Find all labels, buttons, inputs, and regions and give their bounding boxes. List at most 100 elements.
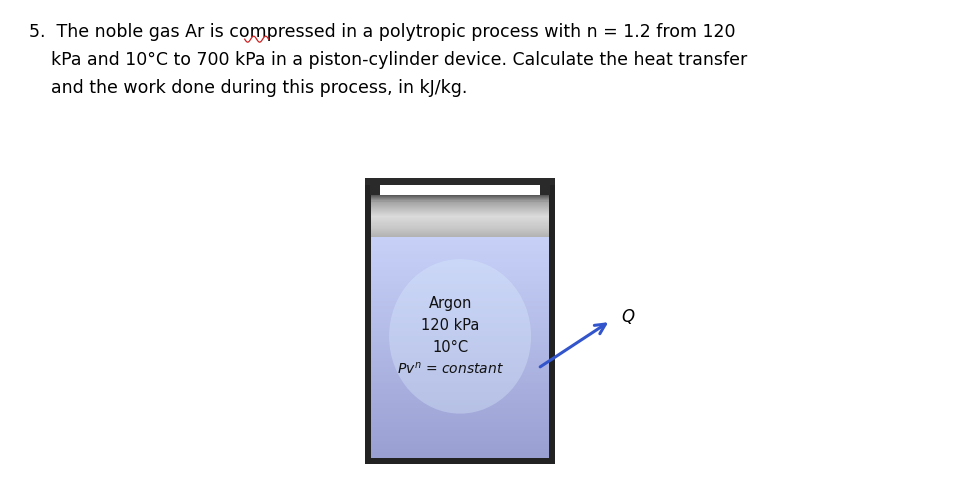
Bar xyxy=(371,345,548,347)
Bar xyxy=(371,199,548,200)
Bar xyxy=(371,217,548,218)
Bar xyxy=(371,366,548,369)
Bar xyxy=(371,225,548,226)
Bar xyxy=(371,452,548,455)
Bar xyxy=(371,383,548,386)
Bar xyxy=(371,408,548,411)
Bar xyxy=(371,236,548,237)
Bar xyxy=(371,449,548,452)
Bar xyxy=(371,201,548,202)
Bar xyxy=(371,303,548,306)
Bar xyxy=(371,267,548,270)
Bar xyxy=(371,210,548,211)
Bar xyxy=(371,331,548,334)
Bar xyxy=(371,369,548,372)
Bar xyxy=(371,311,548,314)
Bar xyxy=(371,251,548,254)
Text: Argon: Argon xyxy=(429,296,471,311)
Bar xyxy=(371,262,548,264)
Bar xyxy=(371,243,548,245)
Bar xyxy=(371,359,548,361)
Bar xyxy=(371,430,548,433)
Bar xyxy=(371,279,548,281)
Text: and the work done during this process, in kJ/kg.: and the work done during this process, i… xyxy=(29,79,468,97)
Bar xyxy=(371,206,548,207)
Bar xyxy=(371,233,548,234)
Text: $Pv^{n}$ = constant: $Pv^{n}$ = constant xyxy=(396,361,504,377)
Bar xyxy=(365,179,555,185)
Bar xyxy=(371,425,548,427)
Bar xyxy=(371,204,548,206)
Bar xyxy=(365,179,371,464)
Bar xyxy=(371,214,548,215)
Bar xyxy=(371,270,548,273)
Bar xyxy=(371,406,548,408)
Bar xyxy=(371,414,548,416)
Bar xyxy=(371,221,548,222)
Bar xyxy=(371,444,548,447)
Bar xyxy=(371,372,548,375)
Bar xyxy=(371,254,548,256)
Bar xyxy=(371,259,548,262)
Bar xyxy=(371,361,548,364)
Bar xyxy=(371,287,548,289)
Bar xyxy=(548,179,555,464)
Text: 5.  The noble gas Ar is compressed in a polytropic process with n = 1.2 from 120: 5. The noble gas Ar is compressed in a p… xyxy=(29,23,735,41)
Bar xyxy=(371,264,548,267)
Bar xyxy=(371,419,548,422)
Bar xyxy=(371,438,548,441)
Text: kPa and 10°C to 700 kPa in a piston-cylinder device. Calculate the heat transfer: kPa and 10°C to 700 kPa in a piston-cyli… xyxy=(29,51,748,69)
Ellipse shape xyxy=(389,259,531,414)
Bar xyxy=(371,213,548,214)
Bar xyxy=(371,342,548,345)
Bar xyxy=(371,356,548,359)
Bar xyxy=(371,215,548,216)
Bar xyxy=(371,323,548,325)
Bar xyxy=(371,375,548,378)
Bar xyxy=(371,216,548,217)
Bar xyxy=(371,336,548,339)
Bar xyxy=(371,301,548,304)
Bar xyxy=(371,234,548,235)
Bar xyxy=(371,195,548,196)
Bar xyxy=(371,378,548,381)
Bar xyxy=(371,292,548,295)
Bar xyxy=(371,202,548,203)
Bar xyxy=(371,381,548,384)
Bar xyxy=(371,226,548,228)
Bar xyxy=(371,364,548,367)
Bar xyxy=(371,197,548,199)
Bar xyxy=(371,433,548,436)
Bar xyxy=(371,441,548,444)
Text: 10°C: 10°C xyxy=(432,340,468,354)
Bar xyxy=(371,231,548,232)
Bar xyxy=(371,224,548,225)
Bar xyxy=(371,427,548,430)
Bar xyxy=(371,436,548,439)
Bar xyxy=(371,256,548,259)
Bar xyxy=(371,281,548,284)
Text: 120 kPa: 120 kPa xyxy=(421,318,479,333)
Bar xyxy=(371,403,548,406)
Bar xyxy=(371,209,548,210)
Bar xyxy=(371,298,548,301)
Bar xyxy=(371,218,548,219)
Bar xyxy=(371,447,548,449)
Bar xyxy=(371,276,548,279)
Bar xyxy=(371,219,548,221)
Bar xyxy=(371,400,548,403)
Bar xyxy=(370,179,380,195)
Bar xyxy=(380,179,540,195)
Bar xyxy=(371,240,548,243)
Bar xyxy=(371,248,548,251)
Bar xyxy=(371,295,548,298)
Bar xyxy=(371,227,548,229)
Bar xyxy=(371,334,548,336)
Bar xyxy=(371,208,548,209)
Bar xyxy=(371,394,548,397)
Bar xyxy=(371,328,548,331)
Bar xyxy=(371,317,548,320)
Bar xyxy=(371,245,548,248)
Bar xyxy=(371,211,548,212)
Bar xyxy=(371,350,548,353)
